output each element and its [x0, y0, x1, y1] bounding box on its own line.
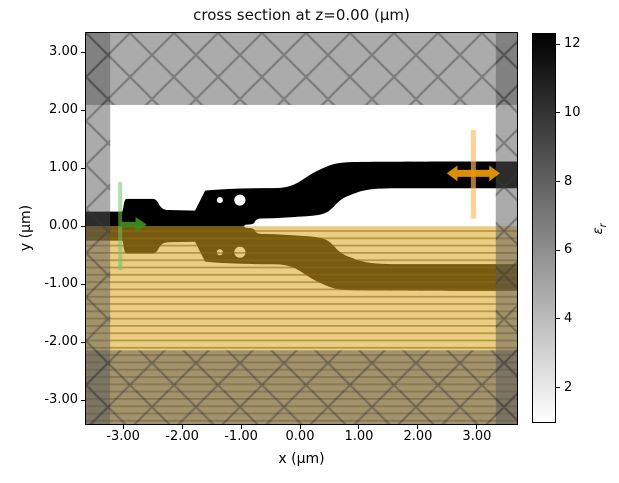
hole-1: [234, 194, 246, 206]
y-tick: [81, 283, 85, 285]
colorbar-tick: [556, 112, 560, 114]
x-tick-label: -3.00: [106, 429, 140, 444]
pml-top-hatch: [86, 33, 517, 105]
colorbar-tick-label: 4: [564, 310, 573, 326]
colorbar-tick: [556, 43, 560, 45]
y-tick-label: 1.00: [49, 160, 78, 176]
pml-left-hatch: [86, 33, 111, 424]
source-direction-arrow: [120, 216, 147, 232]
x-tick-label: 0.00: [285, 429, 315, 444]
y-tick: [81, 341, 85, 343]
x-tick: [240, 425, 242, 429]
y-tick: [81, 167, 85, 169]
y-tick-label: 3.00: [49, 44, 78, 60]
colorbar-tick-label: 6: [564, 242, 573, 258]
colorbar-tick: [556, 249, 560, 251]
x-tick: [358, 425, 360, 429]
colorbar-tick: [556, 387, 560, 389]
plot-area: [85, 32, 518, 425]
x-tick: [181, 425, 183, 429]
y-tick-label: 2.00: [49, 102, 78, 118]
pml-right-hatch: [495, 33, 517, 424]
x-tick-label: -1.00: [224, 429, 258, 444]
y-tick: [81, 109, 85, 111]
y-tick-label: -2.00: [44, 334, 78, 350]
x-tick: [122, 425, 124, 429]
hole-0: [216, 197, 223, 204]
monitor-mode-arrow: [446, 165, 500, 182]
pml-bottom-hatch: [86, 350, 517, 424]
x-tick-label: -2.00: [165, 429, 199, 444]
colorbar: [532, 33, 556, 423]
x-tick: [299, 425, 301, 429]
y-tick: [81, 51, 85, 53]
colorbar-tick-label: 2: [564, 379, 573, 395]
y-tick-label: 0.00: [49, 218, 78, 234]
y-tick-label: -3.00: [44, 392, 78, 408]
y-tick-label: -1.00: [44, 276, 78, 292]
y-tick: [81, 225, 85, 227]
colorbar-tick-label: 8: [564, 173, 573, 189]
colorbar-tick: [556, 318, 560, 320]
colorbar-tick: [556, 181, 560, 183]
colorbar-tick-label: 10: [564, 104, 581, 120]
cross-section-canvas: [86, 33, 517, 424]
x-axis-label: x (μm): [278, 451, 325, 467]
colorbar-tick-label: 12: [564, 36, 581, 52]
x-tick-label: 1.00: [344, 429, 374, 444]
x-tick-label: 3.00: [462, 429, 492, 444]
plot-title: cross section at z=0.00 (μm): [193, 6, 410, 24]
x-tick: [476, 425, 478, 429]
y-tick: [81, 399, 85, 401]
x-tick: [417, 425, 419, 429]
waveguide-structure: [86, 161, 517, 227]
x-tick-label: 2.00: [403, 429, 433, 444]
